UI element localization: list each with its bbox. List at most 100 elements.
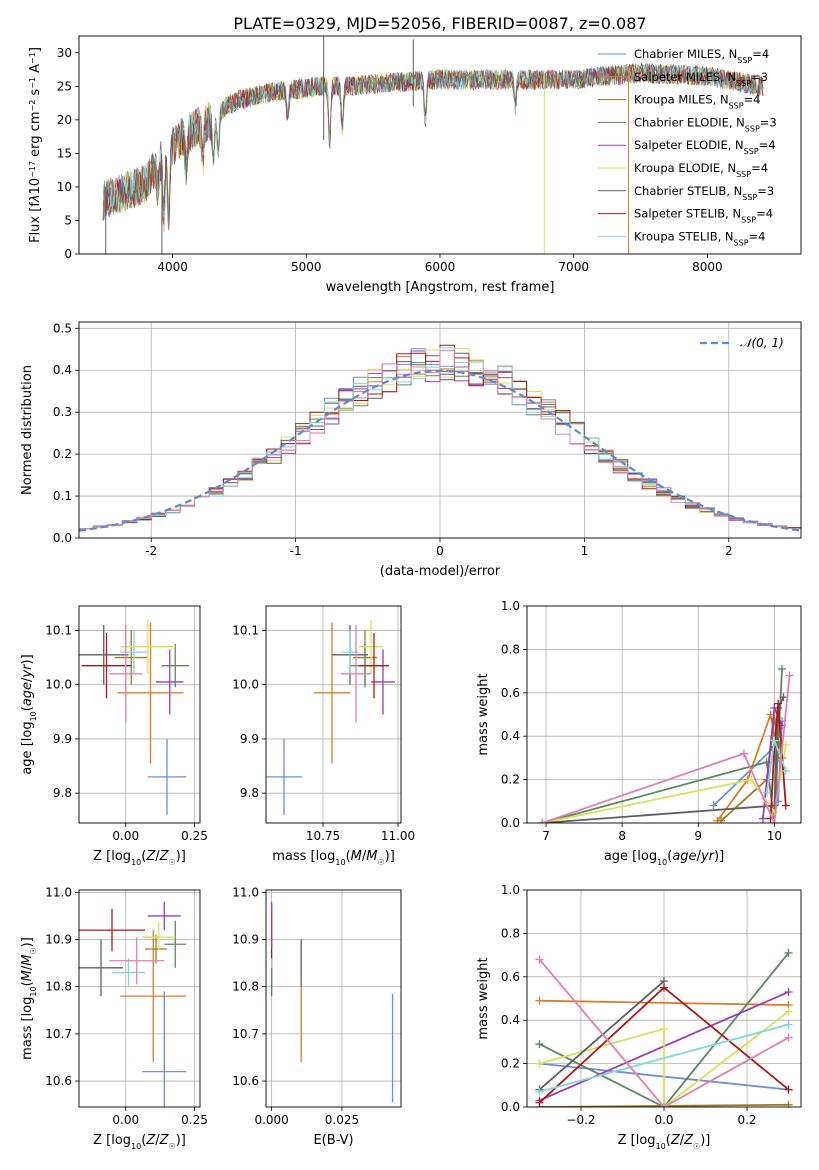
y-tick-label: 0.6 [501, 970, 520, 984]
weight-marker [535, 996, 544, 1005]
x-tick-label: 4000 [157, 260, 188, 274]
x-axis-label: wavelength [Angstrom, rest frame] [326, 280, 555, 295]
x-tick-label: −0.2 [566, 1113, 595, 1127]
weight-marker [535, 1040, 544, 1049]
x-tick-label: 2 [725, 544, 733, 558]
figure-title: PLATE=0329, MJD=52056, FIBERID=0087, z=0… [233, 14, 646, 33]
y-tick-label: 0.0 [501, 816, 520, 830]
age-vs-mass-plot-area [266, 606, 401, 823]
gaussian-curve [79, 369, 801, 532]
y-tick-label: 9.8 [53, 786, 72, 800]
y-tick-label: 9.9 [240, 732, 259, 746]
weight-marker [774, 699, 783, 708]
y-tick-label: 0.2 [501, 773, 520, 787]
weight-marker [535, 1098, 544, 1107]
mass-weight-vs-age-panel: 7 8 9 10 0.0 0.2 0.4 0.6 0.8 1.0 age [log10(age/yr… [476, 599, 802, 867]
y-tick-label: 10.1 [45, 623, 72, 637]
weight-marker [538, 819, 547, 823]
x-tick-label: 0.025 [325, 1113, 359, 1127]
x-tick-label: 11.00 [381, 829, 415, 843]
y-tick-label: 1.0 [501, 883, 520, 897]
weight-marker [747, 775, 756, 784]
residual-hist-plot-area [79, 322, 801, 538]
x-axis-label: Z [log10(Z/Z☉)] [618, 1133, 711, 1151]
x-tick-label: 8 [618, 829, 626, 843]
weight-marker [784, 987, 793, 996]
x-tick-label: 7 [542, 829, 550, 843]
y-tick-label: 0.4 [501, 1013, 520, 1027]
weight-line [539, 1023, 789, 1093]
legend-entry: Chabrier MILES, NSSP=4 [634, 47, 769, 65]
weight-marker [660, 983, 668, 992]
weight-marker [784, 1007, 793, 1016]
x-axis-label: mass [log10(M/M☉)] [272, 849, 395, 867]
y-tick-label: 0.6 [501, 686, 520, 700]
y-axis-label: mass weight [476, 673, 491, 755]
mass-vs-Z-panel: 0.00 0.25 10.6 10.7 10.8 10.9 11.0 Z [log10(Z/Z… [20, 885, 208, 1151]
mass-weight-vs-Z-plot-area [527, 890, 801, 1107]
weight-marker [784, 1100, 793, 1107]
y-axis-label: mass weight [476, 957, 491, 1039]
x-tick-label: 1 [581, 544, 589, 558]
weight-marker [535, 955, 544, 964]
x-tick-label: 0.25 [181, 1113, 208, 1127]
y-tick-label: 0.4 [501, 729, 520, 743]
y-tick-label: 0.1 [53, 489, 72, 503]
weight-marker [660, 1024, 668, 1033]
weight-marker [779, 693, 788, 702]
x-tick-label: 0.25 [181, 829, 208, 843]
x-tick-label: 0 [436, 544, 444, 558]
weight-line [541, 675, 791, 823]
x-tick-label: -1 [290, 544, 302, 558]
weight-marker [709, 801, 718, 810]
x-axis-label: E(B-V) [313, 1133, 353, 1148]
weight-marker [770, 819, 779, 823]
age-vs-Z-panel: 0.00 0.25 9.8 9.9 10.0 10.1 Z [log10(Z/Z☉)] age… [20, 605, 208, 867]
mass-weight-vs-age-frame [526, 605, 802, 824]
x-tick-label: 9 [694, 829, 702, 843]
y-tick-label: 1.0 [501, 599, 520, 613]
legend-entry: 𝒩(0, 1) [740, 336, 784, 350]
y-tick-label: 0.2 [501, 1057, 520, 1071]
y-tick-label: 20 [57, 113, 72, 127]
weight-line [538, 958, 789, 1107]
residual-hist-panel: -2 -1 0 1 2 0.0 0.1 0.2 0.3 0.4 0.5 (data-model)/er… [20, 321, 802, 579]
y-tick-label: 10.7 [45, 1027, 72, 1041]
spectrum-line-chabrier-stelib [102, 61, 764, 224]
y-tick-label: 10.9 [232, 933, 259, 947]
weight-marker [660, 1103, 668, 1107]
x-tick-label: 5000 [291, 260, 322, 274]
weight-line [541, 668, 783, 823]
x-tick-label: 8000 [692, 260, 723, 274]
x-axis-label: Z [log10(Z/Z☉)] [93, 1133, 186, 1151]
weight-marker [535, 1059, 544, 1068]
y-tick-label: 10.9 [45, 933, 72, 947]
weight-marker [784, 1033, 793, 1042]
y-tick-label: 10 [57, 180, 72, 194]
mass-vs-Z-frame [78, 889, 201, 1108]
y-tick-label: 9.9 [53, 732, 72, 746]
x-tick-label: 7000 [558, 260, 589, 274]
y-tick-label: 11.0 [45, 885, 72, 899]
y-tick-label: 10.6 [45, 1074, 72, 1088]
y-tick-label: 0 [64, 247, 72, 261]
x-tick-label: 6000 [425, 260, 456, 274]
x-tick-label: 10.75 [306, 829, 340, 843]
weight-marker [762, 788, 771, 797]
y-axis-label: Normed distribution [20, 365, 35, 495]
x-tick-label: 0.00 [112, 1113, 139, 1127]
weight-marker [784, 948, 793, 957]
y-tick-label: 10.0 [45, 678, 72, 692]
x-tick-label: 10 [767, 829, 782, 843]
y-tick-label: 10.0 [232, 678, 259, 692]
age-vs-mass-panel: 10.75 11.00 9.8 9.9 10.0 10.1 mass [log10(M/M☉… [232, 605, 415, 867]
weight-line [716, 710, 780, 822]
x-tick-label: -2 [145, 544, 157, 558]
y-tick-label: 0.5 [53, 321, 72, 335]
y-tick-label: 11.0 [232, 885, 259, 899]
y-tick-label: 10.8 [45, 980, 72, 994]
legend-entry: Kroupa ELODIE, NSSP=4 [634, 161, 768, 179]
y-tick-label: 0.2 [53, 447, 72, 461]
y-tick-label: 0.0 [53, 531, 72, 545]
